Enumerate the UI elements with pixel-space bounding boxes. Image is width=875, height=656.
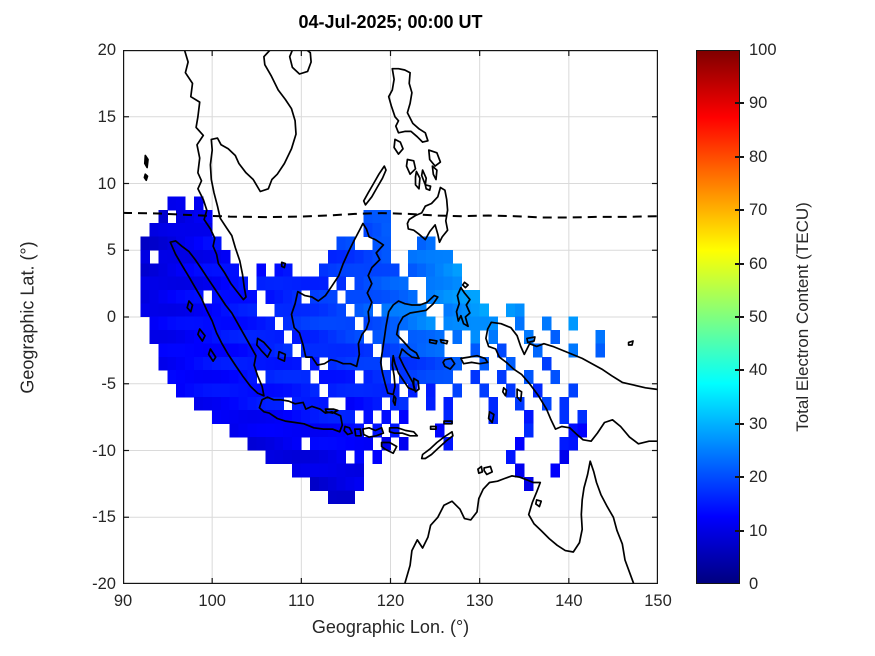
y-tick-label: 5 bbox=[106, 241, 116, 260]
coastline-andaman-2 bbox=[143, 173, 149, 182]
y-tick-label: -5 bbox=[101, 374, 116, 393]
coastline-luzon bbox=[387, 67, 429, 143]
coastline-tanimbar bbox=[487, 410, 495, 424]
coastline-negros bbox=[414, 170, 421, 190]
coastline-nias bbox=[186, 300, 194, 313]
coastline-mindoro bbox=[393, 138, 404, 155]
coastline-bangka bbox=[255, 337, 272, 358]
coastline-manus bbox=[627, 340, 634, 346]
coastline-australia bbox=[403, 460, 635, 584]
x-tick-label: 100 bbox=[198, 592, 226, 610]
colorbar-tick-label: 80 bbox=[749, 147, 768, 166]
coastline-morotai bbox=[461, 281, 469, 289]
coastline-tiwi-2 bbox=[483, 465, 494, 476]
colorbar-tick-mark bbox=[735, 422, 744, 425]
x-tick-label: 90 bbox=[113, 592, 133, 610]
coastline-belitung bbox=[277, 350, 287, 362]
coastline-lombok bbox=[353, 428, 362, 437]
coastline-cebu bbox=[420, 169, 428, 186]
y-axis-label: Geographic Lat. (°) bbox=[17, 241, 38, 394]
coastline-leyte bbox=[431, 165, 438, 181]
coastline-tiwi-1 bbox=[477, 465, 484, 475]
coastline-bali bbox=[343, 425, 354, 436]
colorbar-tick-label: 90 bbox=[749, 94, 768, 113]
coastline-buru bbox=[442, 357, 456, 370]
tec-map-plot bbox=[123, 50, 658, 584]
coastline-hainan bbox=[288, 50, 312, 75]
coastline-sula-2 bbox=[439, 338, 449, 345]
coastline-groote bbox=[534, 499, 543, 508]
colorbar-tick-label: 0 bbox=[749, 575, 759, 593]
y-tick-label: -10 bbox=[92, 441, 116, 460]
coastline-java bbox=[258, 396, 344, 433]
coastline-wetar bbox=[443, 420, 453, 425]
y-tick-label: 15 bbox=[97, 107, 116, 126]
x-tick-label: 140 bbox=[555, 592, 583, 610]
coastline-yapen bbox=[526, 336, 536, 344]
colorbar-tick-label: 70 bbox=[749, 201, 768, 220]
coastline-halmahera bbox=[455, 286, 471, 328]
colorbar-gradient bbox=[696, 50, 740, 584]
y-tick-label: 10 bbox=[97, 174, 116, 193]
x-tick-label: 120 bbox=[376, 592, 405, 610]
coastline-alor bbox=[429, 425, 437, 430]
x-tick-label: 110 bbox=[288, 592, 315, 610]
coastline-samar bbox=[427, 149, 442, 167]
y-tick-label: 0 bbox=[106, 308, 116, 326]
coastline-pagai bbox=[207, 348, 217, 362]
coastline-bohol bbox=[424, 183, 432, 192]
coastline-new-guinea bbox=[485, 321, 658, 445]
colorbar-tick-label: 50 bbox=[749, 308, 768, 326]
x-tick-label: 130 bbox=[465, 592, 494, 610]
coastline-sula-1 bbox=[428, 338, 438, 345]
colorbar-tick-mark bbox=[735, 209, 744, 212]
y-tick-label: -15 bbox=[92, 508, 116, 527]
coastline-madura bbox=[324, 408, 339, 414]
dip-equator-line bbox=[123, 211, 658, 219]
coastline-seram bbox=[460, 354, 489, 365]
coastline-kai bbox=[501, 386, 508, 397]
coastline-aru bbox=[516, 388, 523, 402]
colorbar-tick-mark bbox=[735, 369, 744, 372]
colorbar-tick-label: 20 bbox=[749, 468, 768, 487]
y-tick-label: 20 bbox=[97, 41, 116, 59]
coastline-borneo bbox=[290, 222, 385, 368]
colorbar-tick-mark bbox=[735, 262, 744, 265]
coastline-flores bbox=[388, 426, 419, 437]
colorbar-tick-label: 40 bbox=[749, 361, 768, 380]
x-axis-label: Geographic Lon. (°) bbox=[311, 617, 470, 637]
coastline-sulawesi bbox=[379, 294, 439, 396]
colorbar-tick-label: 10 bbox=[749, 521, 768, 540]
colorbar-tick-mark bbox=[735, 476, 744, 479]
coastline-natuna bbox=[280, 261, 287, 269]
coastline-andaman-1 bbox=[143, 154, 149, 169]
x-tick-label: 150 bbox=[644, 592, 672, 610]
colorbar-tick-label: 60 bbox=[749, 254, 768, 273]
coastline-sumba bbox=[380, 441, 398, 455]
coastline-mindanao bbox=[406, 186, 449, 244]
coastline-palawan bbox=[362, 165, 387, 206]
colorbar-tick-label: 30 bbox=[749, 414, 768, 433]
y-tick-label: -20 bbox=[92, 575, 116, 593]
axes-box bbox=[123, 50, 658, 584]
coastline-indochina-malay-peninsula bbox=[183, 50, 297, 301]
coastline-selayar bbox=[392, 394, 397, 406]
coastline-sumbawa bbox=[362, 426, 385, 438]
coastlines bbox=[143, 50, 658, 584]
coastline-sumatra bbox=[169, 240, 265, 397]
coastline-panay bbox=[405, 158, 417, 176]
coastline-timor bbox=[420, 430, 454, 460]
colorbar-tick-mark bbox=[735, 102, 744, 105]
colorbar-tick-label: 100 bbox=[749, 41, 777, 59]
colorbar-tick-mark bbox=[735, 529, 744, 532]
colorbar-tick-mark bbox=[735, 155, 744, 158]
plot-title: 04-Jul-2025; 00:00 UT bbox=[298, 12, 483, 32]
coastline-siberut bbox=[197, 328, 206, 342]
coastline-buton bbox=[412, 377, 420, 393]
colorbar-tick-mark bbox=[735, 316, 744, 318]
